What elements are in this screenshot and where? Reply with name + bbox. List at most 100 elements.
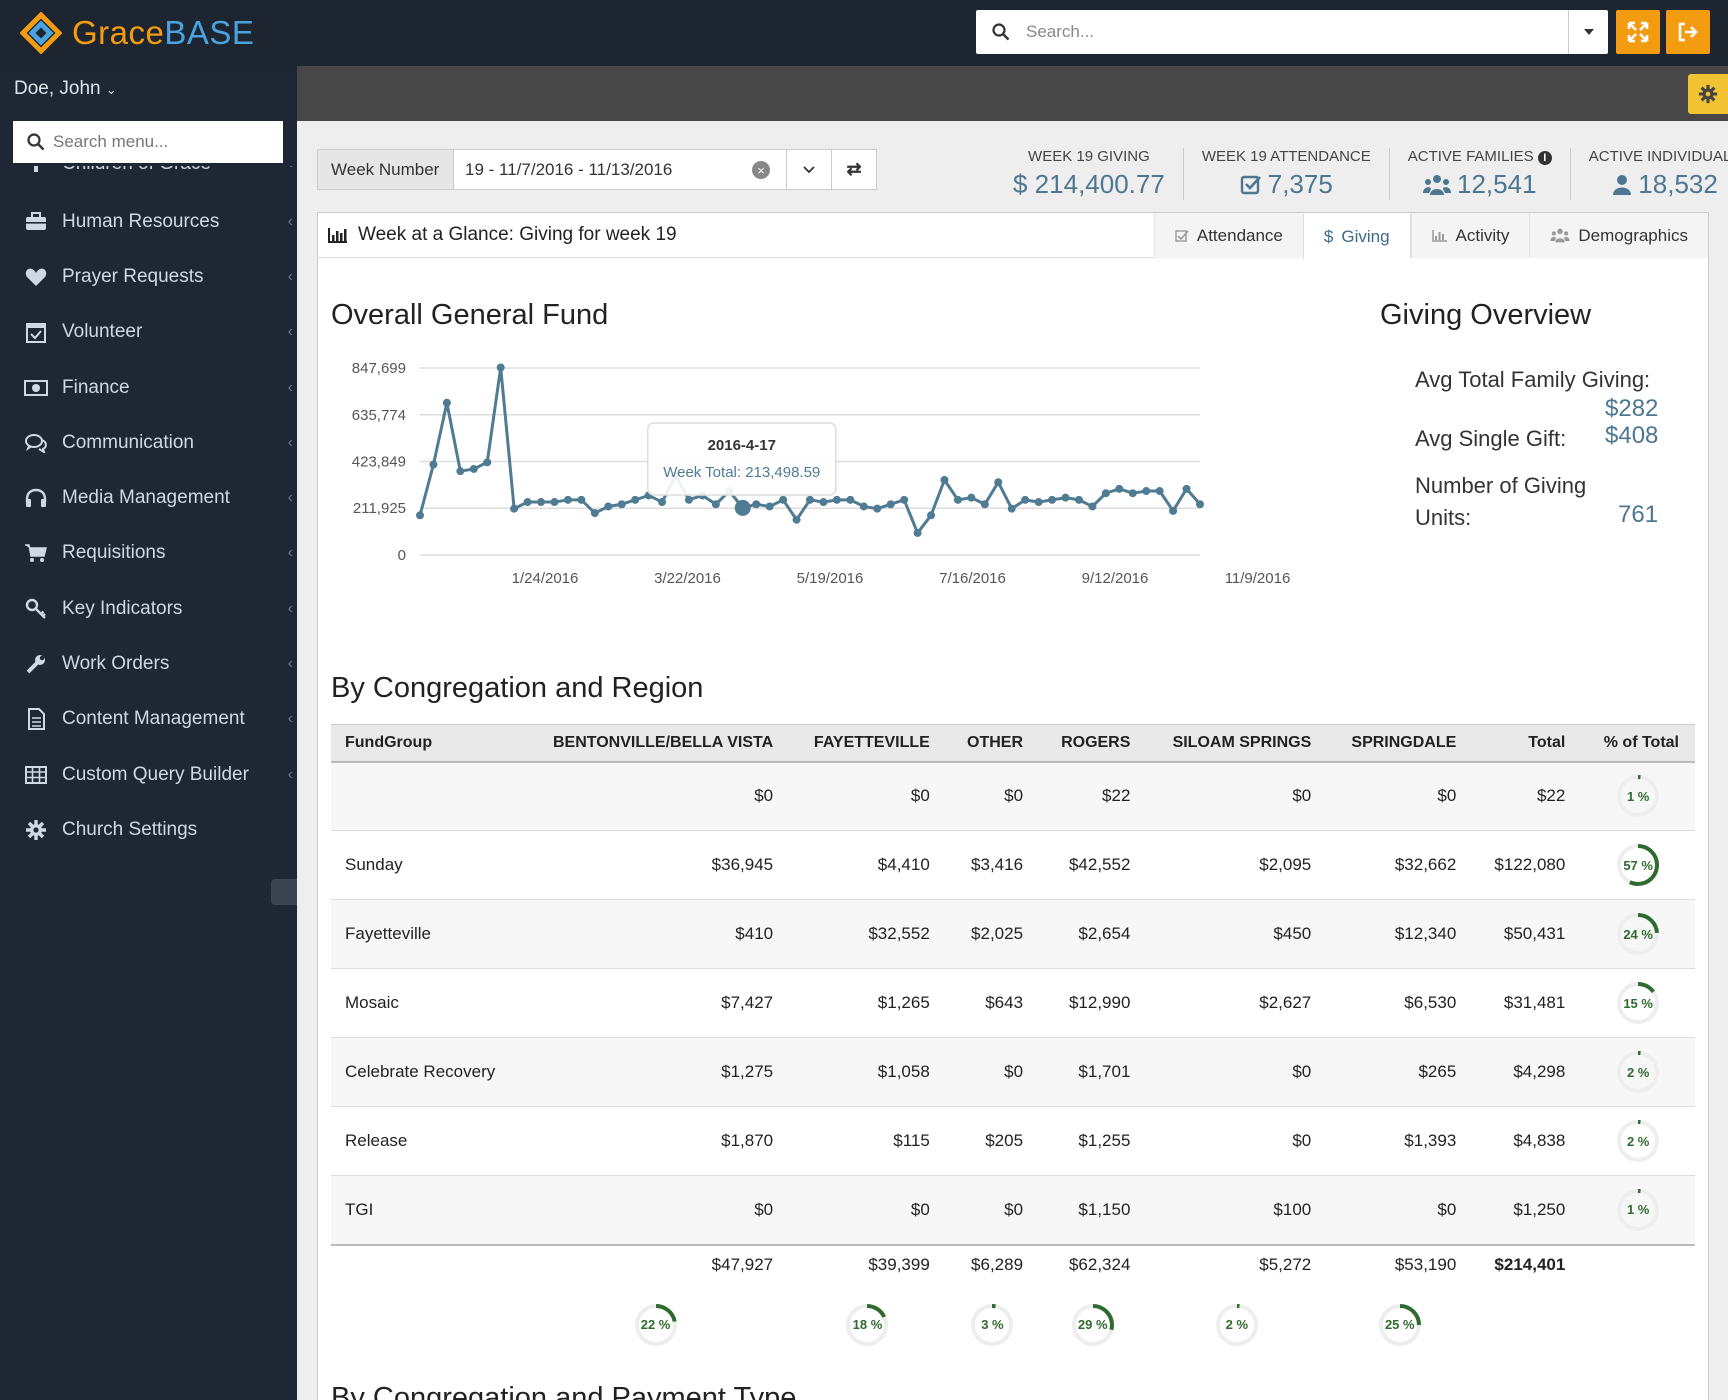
amount-cell: $1,870 bbox=[521, 1106, 790, 1176]
sidebar-item-requisitions[interactable]: Requisitions ‹ bbox=[0, 526, 297, 581]
chevron-left-icon: ‹ bbox=[287, 544, 293, 562]
sidebar-item-media-management[interactable]: Media Management ‹ bbox=[0, 470, 297, 525]
data-point bbox=[658, 498, 667, 507]
data-point bbox=[1155, 487, 1164, 496]
dollar-icon: $ bbox=[1323, 227, 1334, 246]
data-point bbox=[1182, 484, 1191, 493]
clear-icon[interactable]: × bbox=[752, 161, 770, 179]
fullscreen-button[interactable] bbox=[1616, 10, 1660, 54]
chevron-left-icon: ‹ bbox=[287, 378, 293, 396]
sidebar-item-human-resources[interactable]: Human Resources ‹ bbox=[0, 194, 297, 249]
column-header[interactable]: OTHER bbox=[945, 724, 1040, 763]
column-header[interactable]: FAYETTEVILLE bbox=[789, 724, 946, 763]
data-point bbox=[980, 500, 989, 509]
global-search[interactable]: Search... bbox=[976, 10, 1608, 54]
data-point bbox=[684, 495, 693, 504]
column-header[interactable]: FundGroup bbox=[331, 724, 522, 763]
data-point bbox=[806, 495, 814, 504]
amount-cell: $1,255 bbox=[1039, 1106, 1147, 1176]
fund-group-cell: Celebrate Recovery bbox=[331, 1037, 522, 1107]
column-header[interactable]: Total bbox=[1472, 724, 1582, 763]
amount-cell: $0 bbox=[1146, 1106, 1328, 1176]
sidebar-nav: Human Resources ‹ Prayer Requests ‹ Volunt… bbox=[0, 194, 297, 858]
search-input[interactable]: Search... bbox=[1026, 22, 1095, 41]
headphones-icon bbox=[24, 486, 48, 510]
tab-demographics[interactable]: Demographics bbox=[1529, 213, 1708, 258]
amount-cell: $0 bbox=[521, 761, 790, 831]
sidebar-item-communication[interactable]: Communication ‹ bbox=[0, 415, 297, 470]
totals-row: $47,927 $39,399 $6,289 $62,324 $5,272 $53,190… bbox=[331, 1244, 1695, 1285]
user-name: Doe, John bbox=[14, 78, 101, 99]
region-section-title: By Congregation and Region bbox=[331, 672, 704, 704]
column-header[interactable]: SPRINGDALE bbox=[1327, 724, 1473, 763]
tab-attendance[interactable]: Attendance bbox=[1153, 213, 1303, 258]
kpi-label: Week 19 Giving bbox=[1028, 148, 1150, 165]
amount-cell: $22 bbox=[1472, 761, 1582, 831]
sidebar-item-volunteer[interactable]: Volunteer ‹ bbox=[0, 305, 297, 360]
sidebar-item-prayer-requests[interactable]: Prayer Requests ‹ bbox=[0, 249, 297, 304]
week-number-select[interactable]: 19 - 11/7/2016 - 11/13/2016 × bbox=[454, 150, 787, 189]
x-tick-label: 11/9/2016 bbox=[1225, 570, 1291, 587]
sidebar-item-children-of-grace[interactable]: Children of Grace ‹ bbox=[0, 166, 297, 182]
sidebar-collapse-button[interactable] bbox=[271, 879, 297, 905]
column-header[interactable]: % of Total bbox=[1581, 724, 1695, 763]
tab-activity[interactable]: Activity bbox=[1410, 213, 1530, 258]
menu-search[interactable]: Search menu... bbox=[13, 121, 283, 163]
sidebar-item-work-orders[interactable]: Work Orders ‹ bbox=[0, 636, 297, 691]
gear-icon bbox=[24, 818, 48, 842]
sidebar-item-finance[interactable]: Finance ‹ bbox=[0, 360, 297, 415]
region-percent-row: 22 % 18 % 3 % 29 % 2 % 25 % bbox=[331, 1284, 1695, 1365]
sidebar-item-content-management[interactable]: Content Management ‹ bbox=[0, 692, 297, 747]
table-row: Sunday $36,945 $4,410 $3,416 $42,552 $2,095 $3… bbox=[331, 830, 1695, 900]
chevron-down-icon bbox=[803, 165, 815, 173]
table-row: Fayetteville $410 $32,552 $2,025 $2,654 $450 $… bbox=[331, 899, 1695, 969]
amount-cell: $3,416 bbox=[945, 830, 1040, 900]
x-tick-label: 9/12/2016 bbox=[1082, 570, 1149, 587]
tooltip-value: Week Total: 213,498.59 bbox=[663, 464, 820, 481]
logout-button[interactable] bbox=[1666, 10, 1710, 54]
y-tick-label: 847,699 bbox=[352, 360, 406, 377]
data-point bbox=[765, 502, 774, 511]
chevron-left-icon: ‹ bbox=[287, 212, 293, 230]
swap-button[interactable]: ⇄ bbox=[832, 150, 876, 189]
percent-donut: 1 % bbox=[1615, 1187, 1661, 1233]
info-icon[interactable]: i bbox=[1537, 151, 1552, 165]
amount-cell: $6,530 bbox=[1327, 968, 1473, 1038]
data-point bbox=[846, 495, 855, 504]
data-point bbox=[734, 499, 751, 516]
settings-button[interactable] bbox=[1688, 74, 1728, 114]
logo[interactable]: GraceBASE bbox=[19, 11, 254, 55]
panel-title: Week at a Glance: Giving for week 19 bbox=[358, 224, 677, 245]
amount-cell: $0 bbox=[1146, 1037, 1328, 1107]
chevron-left-icon: ‹ bbox=[288, 166, 293, 173]
column-header[interactable]: SILOAM SPRINGS bbox=[1146, 724, 1328, 763]
giving-units-value: 761 bbox=[1618, 501, 1659, 528]
search-dropdown-button[interactable] bbox=[1568, 10, 1608, 54]
amount-cell: $410 bbox=[521, 899, 790, 969]
region-percent-cell bbox=[1581, 1284, 1695, 1365]
week-dropdown-button[interactable] bbox=[787, 150, 832, 189]
sidebar-item-key-indicators[interactable]: Key Indicators ‹ bbox=[0, 581, 297, 636]
kpi-value: 18,532 bbox=[1638, 169, 1718, 199]
data-point bbox=[1034, 498, 1043, 507]
amount-cell: $1,250 bbox=[1472, 1175, 1582, 1246]
percent-donut: 2 % bbox=[1615, 1118, 1661, 1164]
tab-giving[interactable]: $ Giving bbox=[1302, 213, 1411, 259]
bar-chart-icon bbox=[328, 228, 347, 243]
column-header[interactable]: ROGERS bbox=[1039, 724, 1147, 763]
sidebar-item-custom-query-builder[interactable]: Custom Query Builder ‹ bbox=[0, 747, 297, 802]
y-tick-label: 0 bbox=[398, 547, 406, 564]
sidebar-item-church-settings[interactable]: Church Settings bbox=[0, 802, 297, 857]
chevron-left-icon: ‹ bbox=[287, 599, 293, 617]
kpi-value: $ 214,400.77 bbox=[1013, 169, 1165, 199]
menu-search-input[interactable]: Search menu... bbox=[53, 132, 169, 151]
column-header[interactable]: BENTONVILLE/BELLA VISTA bbox=[521, 724, 790, 763]
user-menu[interactable]: Doe, John ⌄ bbox=[14, 78, 117, 100]
table-row: Mosaic $7,427 $1,265 $643 $12,990 $2,627 $6,53… bbox=[331, 968, 1695, 1038]
amount-cell: $22 bbox=[1039, 761, 1147, 831]
data-point bbox=[1169, 506, 1178, 515]
top-bar: GraceBASE Search... bbox=[0, 0, 1728, 66]
kpi-value: 7,375 bbox=[1267, 169, 1333, 199]
kpi-active-individuals: Active Individuals 18,532 bbox=[1571, 148, 1728, 200]
region-percent-donut: 3 % bbox=[969, 1302, 1015, 1348]
